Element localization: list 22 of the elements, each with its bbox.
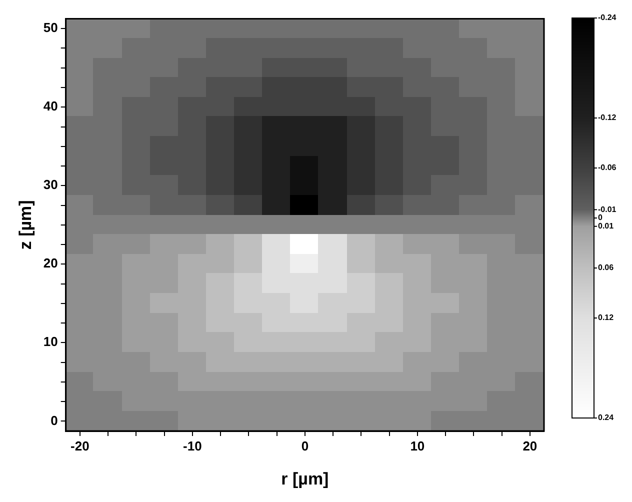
- color-bar-label: -0.12: [598, 113, 617, 122]
- x-tick-label: -10: [183, 438, 202, 454]
- color-bar-label: -0.24: [598, 13, 617, 22]
- y-tick-label: 50: [43, 20, 58, 36]
- x-tick-label: 10: [410, 438, 425, 454]
- x-tick-label: 0: [301, 438, 309, 454]
- color-bar-label: 0.01: [598, 222, 614, 231]
- color-bar-label: 0.24: [598, 413, 614, 422]
- color-bar-label: -0.01: [598, 204, 617, 214]
- x-tick-label: -20: [70, 438, 90, 454]
- y-tick-label: 10: [43, 334, 58, 350]
- x-axis-title: r [µm]: [281, 469, 329, 488]
- y-tick-label: 0: [50, 412, 58, 428]
- x-tick-label: 20: [522, 438, 538, 454]
- color-bar-label: 0.12: [598, 313, 614, 322]
- y-axis-title: z [µm]: [16, 200, 35, 250]
- y-tick-label: 20: [43, 256, 58, 271]
- y-tick-label: 30: [43, 177, 58, 192]
- color-bar-label: 0: [598, 213, 603, 222]
- color-bar-label: 0.06: [598, 263, 614, 272]
- color-bar-label: -0.06: [598, 163, 617, 172]
- y-tick-label: 40: [43, 98, 58, 114]
